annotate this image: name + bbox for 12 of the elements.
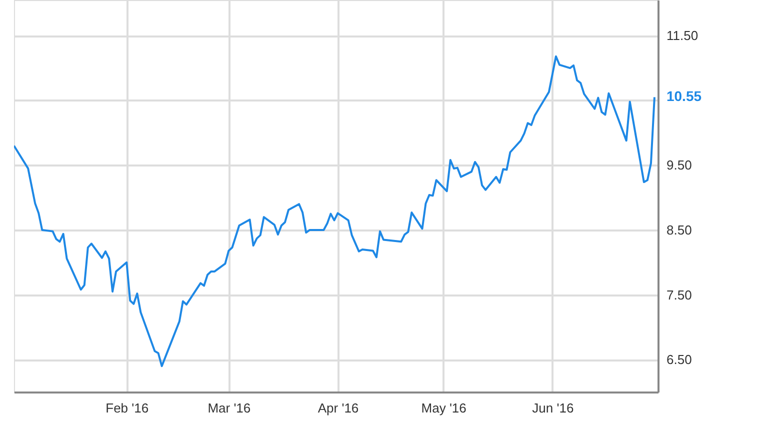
y-tick-label: 11.50 (666, 28, 698, 44)
x-tick-label: Apr '16 (318, 400, 359, 416)
x-tick-label: Feb '16 (106, 400, 149, 416)
line-series (14, 55, 656, 368)
y-tick-label: 6.50 (666, 352, 692, 368)
annotation: 10.55 (666, 88, 702, 104)
y-tick-label: 9.50 (666, 158, 692, 173)
y-tick-label: 8.50 (666, 222, 692, 238)
x-tick-label: May '16 (421, 400, 466, 416)
x-tick-label: Mar '16 (208, 400, 251, 416)
x-tick-label: Jun '16 (532, 400, 574, 416)
y-tick-label: 7.50 (666, 287, 692, 302)
